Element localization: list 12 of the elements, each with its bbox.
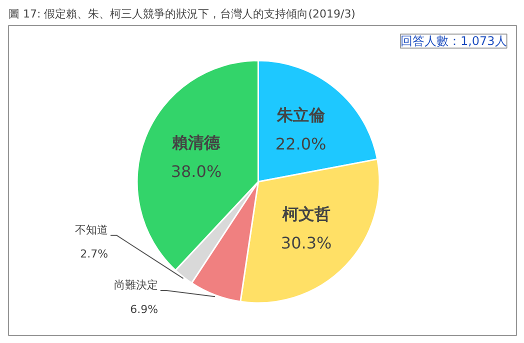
slice-label: 尚難決定 <box>114 278 158 292</box>
data-label: 2.7% <box>80 248 108 261</box>
slice-label: 柯文哲 <box>281 204 330 224</box>
chart-title: 圖 17: 假定賴、朱、柯三人競爭的狀況下，台灣人的支持傾向(2019/3) <box>8 8 356 20</box>
data-label: 22.0% <box>275 134 326 154</box>
slice-label: 賴清德 <box>171 132 222 152</box>
data-label: 30.3% <box>280 234 332 253</box>
text: 回答人數：1,073人 <box>400 34 507 48</box>
slice-label: 不知道 <box>75 224 108 237</box>
data-label: 38.0% <box>170 162 222 181</box>
data-label: 6.9% <box>130 302 158 316</box>
slice-label: 朱立倫 <box>276 106 326 125</box>
